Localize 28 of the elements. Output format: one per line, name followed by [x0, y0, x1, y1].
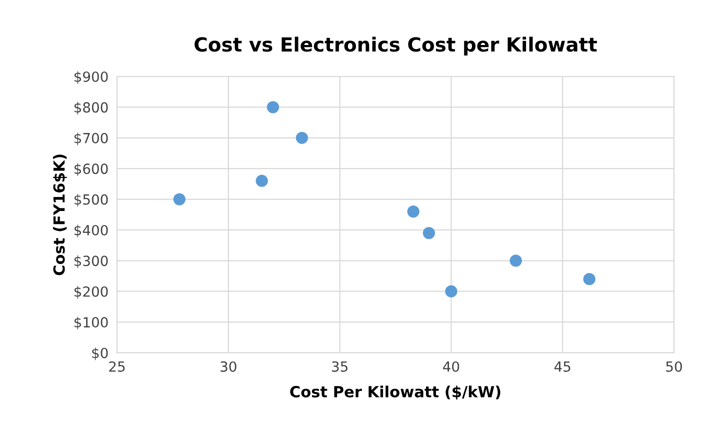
point	[256, 174, 268, 187]
y-tick-label: $200	[74, 286, 108, 299]
point	[422, 226, 435, 240]
y-tick-label: $800	[74, 102, 108, 115]
chart-title: Cost vs Electronics Cost per Kilowatt	[194, 36, 597, 56]
x-tick-label: 30	[220, 361, 236, 372]
x-tick-label: 40	[443, 361, 460, 372]
point	[173, 193, 186, 206]
point	[510, 254, 522, 267]
x-tick-label: 45	[554, 362, 570, 372]
x-tick-label: 50	[666, 361, 682, 372]
point	[407, 205, 420, 218]
y-axis-title: Cost (FY16$K)	[53, 154, 67, 276]
y-tick-label: $400	[74, 224, 108, 238]
point	[296, 132, 308, 144]
point	[445, 285, 458, 298]
y-tick-label: $900	[74, 71, 108, 84]
x-axis-title: Cost Per Kilowatt ($/kW)	[290, 386, 500, 400]
point	[266, 101, 280, 114]
y-tick-label: $500	[74, 194, 108, 207]
y-tick-label: $100	[74, 316, 108, 330]
y-tick-label: $700	[74, 132, 108, 146]
y-tick-label: $0	[92, 347, 108, 360]
y-tick-label: $300	[74, 255, 108, 268]
point	[583, 273, 596, 286]
x-tick-label: 35	[332, 361, 348, 372]
x-tick-label: 25	[109, 361, 125, 372]
y-tick-label: $600	[74, 163, 108, 176]
